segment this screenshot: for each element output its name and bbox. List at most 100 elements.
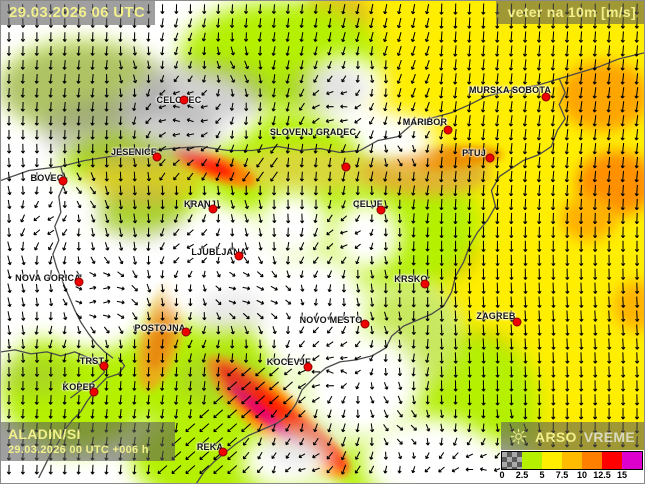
wind-arrow <box>620 240 626 253</box>
wind-arrow <box>132 395 137 405</box>
wind-arrow <box>34 255 39 265</box>
wind-arrow <box>89 271 97 277</box>
wind-arrow <box>257 256 263 265</box>
wind-arrow <box>257 116 262 126</box>
wind-arrow <box>369 368 374 376</box>
color-swatch <box>602 452 622 469</box>
wind-arrow <box>160 185 165 196</box>
parameter-label: veter na 10m [m/s] <box>495 1 644 24</box>
wind-arrow <box>453 156 458 169</box>
wind-arrow <box>105 339 110 349</box>
wind-arrow <box>312 326 319 334</box>
wind-arrow <box>255 409 266 419</box>
city-label: NOVA GORICA <box>15 273 81 283</box>
wind-arrow <box>104 116 109 126</box>
city-marker <box>541 92 551 102</box>
wind-arrow <box>439 129 444 140</box>
wind-arrow <box>186 118 194 123</box>
wind-arrow <box>270 285 278 291</box>
wind-arrow <box>325 118 334 124</box>
wind-arrow <box>523 254 528 266</box>
wind-arrow <box>62 242 67 251</box>
wind-arrow <box>411 311 416 322</box>
wind-arrow <box>383 368 389 376</box>
wind-arrow <box>384 214 389 223</box>
wind-arrow <box>241 367 252 377</box>
wind-arrow <box>215 172 221 181</box>
wind-arrow <box>354 355 362 361</box>
wind-arrow <box>355 395 360 404</box>
wind-arrow <box>411 367 416 377</box>
wind-arrow <box>522 142 528 155</box>
wind-arrow <box>550 45 556 57</box>
wind-arrow <box>397 339 402 349</box>
wind-arrow <box>132 464 137 475</box>
wind-arrow <box>258 185 263 196</box>
wind-arrow <box>593 366 598 378</box>
wind-arrow <box>425 423 431 432</box>
wind-arrow <box>565 226 570 239</box>
wind-arrow <box>634 268 640 280</box>
wind-arrow <box>592 87 597 99</box>
wind-arrow <box>635 296 640 308</box>
wind-arrow <box>285 60 290 70</box>
wind-arrow <box>213 395 224 405</box>
wind-arrow <box>439 409 445 419</box>
wind-arrow <box>284 466 292 473</box>
wind-arrow <box>132 339 137 349</box>
wind-arrow <box>592 184 597 197</box>
wind-arrow <box>356 297 361 307</box>
wind-arrow <box>187 18 193 28</box>
wind-arrow <box>383 297 388 308</box>
wind-arrow <box>355 46 360 56</box>
wind-arrow <box>243 4 249 14</box>
wind-arrow <box>551 268 556 280</box>
wind-arrow <box>634 240 640 253</box>
wind-arrow <box>424 466 431 473</box>
wind-arrow <box>327 284 332 293</box>
wind-arrow <box>537 324 542 336</box>
wind-arrow <box>174 284 179 293</box>
wind-arrow <box>76 408 81 419</box>
wind-arrow <box>146 464 151 475</box>
wind-arrow <box>312 355 320 361</box>
wind-arrow <box>76 129 81 140</box>
wind-arrow <box>606 59 611 71</box>
wind-arrow <box>453 240 458 253</box>
wind-arrow <box>481 268 486 280</box>
wind-arrow <box>76 60 81 70</box>
color-scale-tick: 15 <box>616 470 628 480</box>
wind-arrow <box>579 324 584 336</box>
wind-arrow <box>620 156 625 169</box>
forecast-time-label: 29.03.2026 06 UTC <box>1 1 156 25</box>
wind-arrow <box>34 367 40 377</box>
wind-arrow <box>592 156 597 169</box>
wind-arrow <box>355 157 360 168</box>
wind-arrow <box>160 60 165 70</box>
wind-arrow <box>370 297 375 307</box>
wind-arrow <box>227 367 238 377</box>
wind-arrow <box>215 339 220 349</box>
wind-arrow <box>341 409 346 419</box>
wind-arrow <box>118 408 123 419</box>
wind-arrow <box>438 452 445 460</box>
wind-arrow <box>187 60 192 69</box>
wind-arrow <box>118 157 123 168</box>
wind-arrow <box>425 255 430 266</box>
wind-arrow <box>200 118 208 123</box>
wind-arrow <box>77 326 82 335</box>
wind-arrow <box>160 311 165 321</box>
wind-arrow <box>396 45 402 57</box>
wind-arrow <box>216 312 222 320</box>
wind-arrow <box>495 310 500 322</box>
wind-arrow <box>551 282 556 294</box>
wind-arrow <box>565 310 570 322</box>
wind-arrow <box>481 129 486 141</box>
wind-arrow <box>327 214 333 223</box>
wind-arrow <box>76 464 81 475</box>
wind-arrow <box>509 254 514 266</box>
wind-arrow <box>369 171 374 182</box>
wind-arrow <box>285 171 291 182</box>
wind-arrow <box>551 310 556 322</box>
wind-arrow <box>326 104 334 109</box>
